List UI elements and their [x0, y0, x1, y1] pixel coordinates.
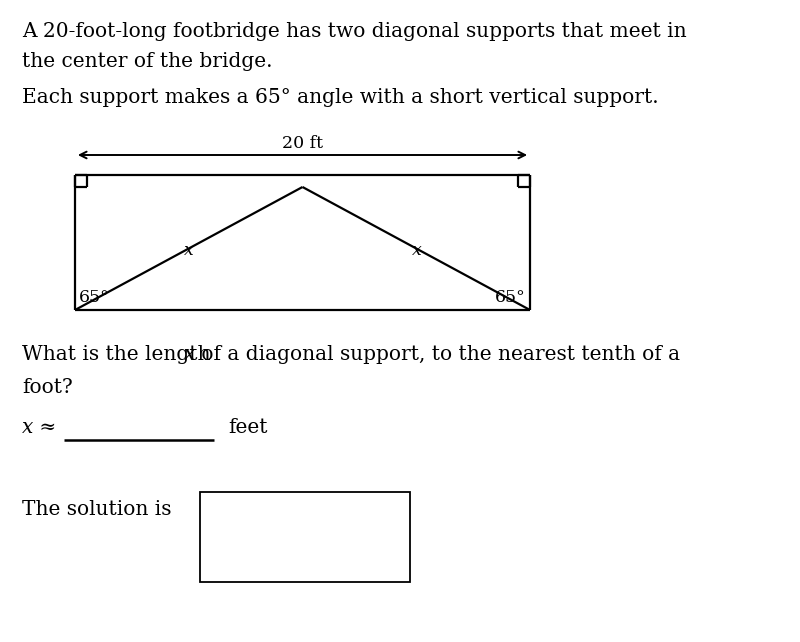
Text: 65°: 65° [79, 289, 110, 306]
Text: x: x [184, 242, 194, 259]
Text: The solution is: The solution is [22, 500, 171, 519]
Bar [200, 492, 410, 582]
Text: Each support makes a 65° angle with a short vertical support.: Each support makes a 65° angle with a sh… [22, 88, 658, 107]
Text: x: x [22, 418, 34, 437]
Text: x: x [184, 345, 195, 364]
Text: of a diagonal support, to the nearest tenth of a: of a diagonal support, to the nearest te… [195, 345, 680, 364]
Text: 65°: 65° [495, 289, 526, 306]
Text: the center of the bridge.: the center of the bridge. [22, 52, 273, 71]
Text: A 20-foot-long footbridge has two diagonal supports that meet in: A 20-foot-long footbridge has two diagon… [22, 22, 686, 41]
Text: x: x [411, 242, 422, 259]
Text: What is the length: What is the length [22, 345, 217, 364]
Text: foot?: foot? [22, 378, 73, 397]
Text: feet: feet [228, 418, 267, 437]
Text: ≈: ≈ [33, 418, 56, 437]
Text: 20 ft: 20 ft [282, 135, 323, 152]
